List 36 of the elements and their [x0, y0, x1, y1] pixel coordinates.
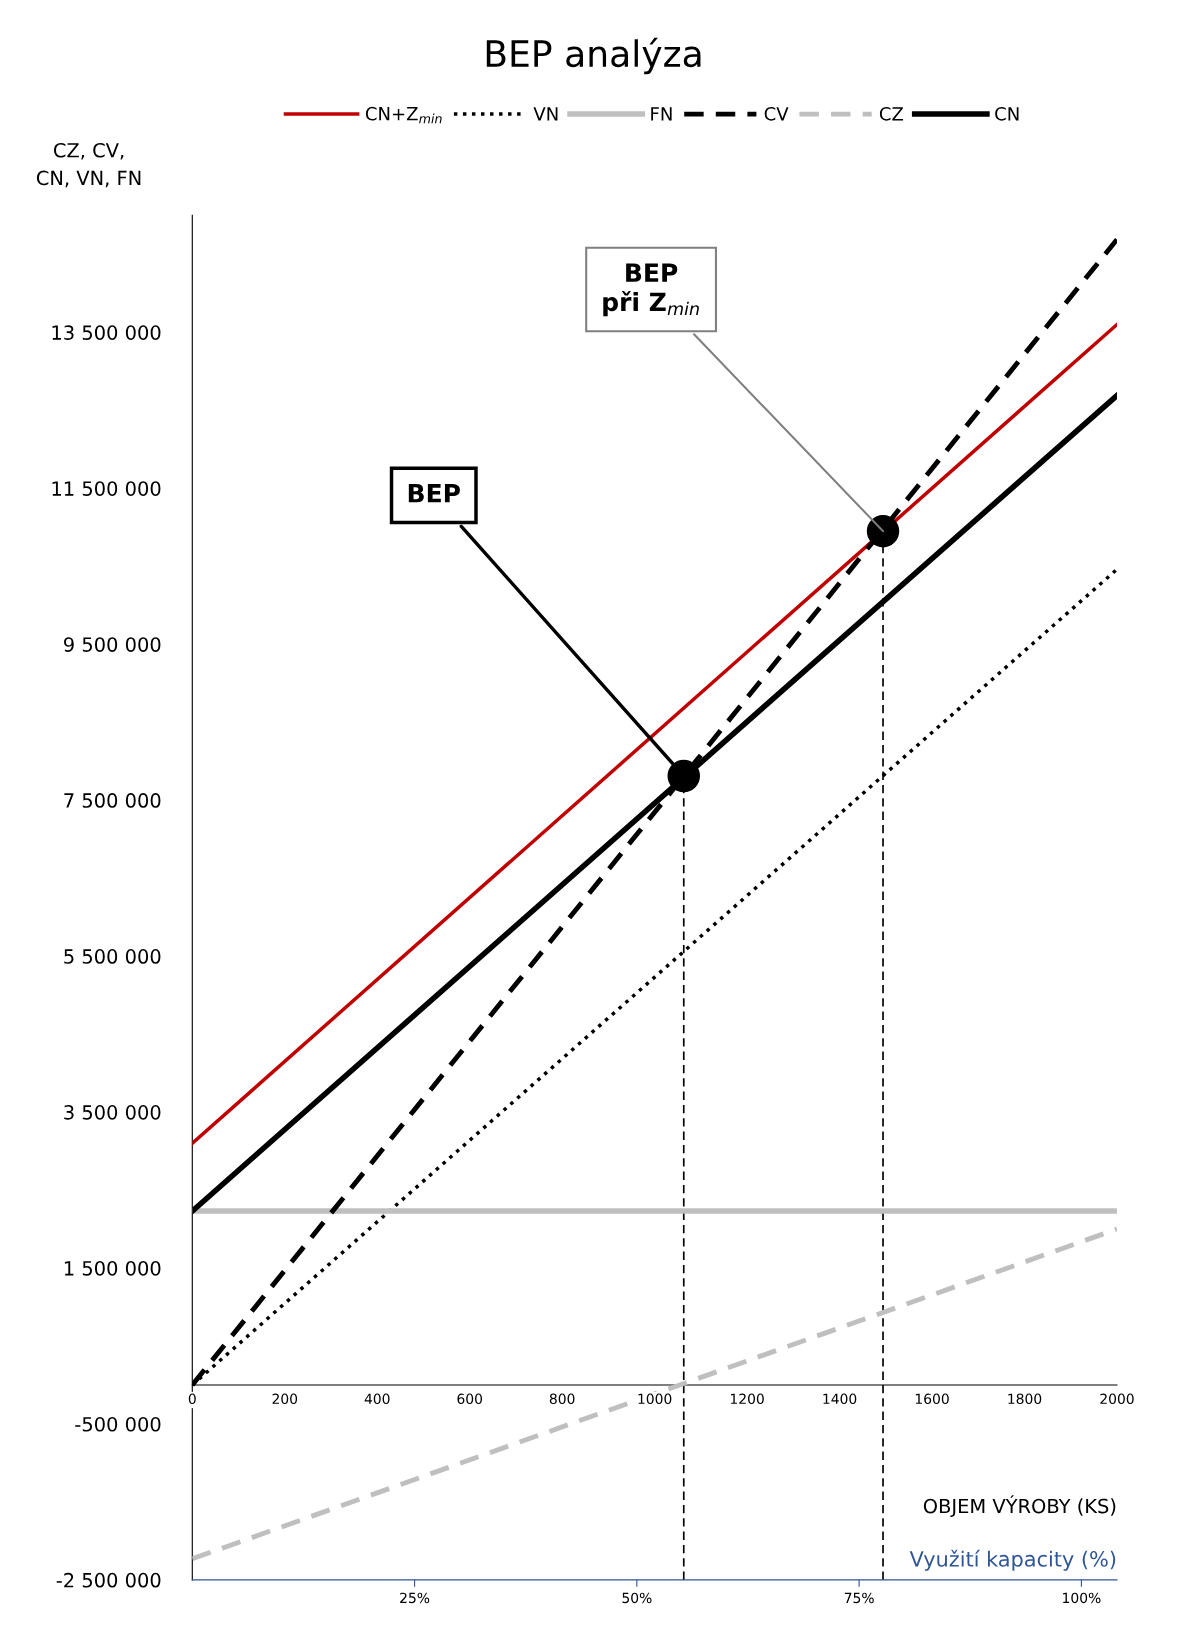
x-tick-label: 400: [364, 1393, 390, 1405]
annotation: BEP: [408, 484, 460, 503]
legend-label: CV: [764, 106, 789, 121]
y-tick-label: 3 500 000: [64, 1105, 161, 1120]
y-tick-label: 1 500 000: [64, 1260, 161, 1276]
x-tick-label: 600: [457, 1393, 483, 1405]
x-tick-label: 800: [549, 1393, 575, 1405]
x-tick-label: 0: [188, 1393, 196, 1405]
x-axis-title: OBJEM VÝROBY (KS): [923, 1495, 1116, 1518]
legend-label: VN: [533, 107, 558, 121]
y-tick-label: 7 500 000: [64, 793, 161, 808]
x-tick-label: 1800: [1008, 1393, 1042, 1405]
annotation: BEP při Z$_{min}$: [603, 263, 699, 317]
x-tick-label: 1200: [730, 1393, 764, 1405]
x2-tick-label: 50%: [622, 1592, 652, 1604]
y-tick-label: 9 500 000: [64, 637, 161, 652]
legend-label: FN: [651, 107, 672, 121]
y-tick-label: -2 500 000: [56, 1572, 161, 1588]
x-tick-label: 1400: [823, 1393, 857, 1405]
x-tick-label: 2000: [1100, 1393, 1134, 1405]
y-axis-title: CZ, CV, CN, VN, FN: [36, 142, 141, 188]
y-tick-label: 13 500 000: [52, 325, 161, 340]
x2-axis-title: Využití kapacity (%): [909, 1549, 1116, 1571]
chart-title: BEP analýza: [486, 37, 701, 75]
y-tick-label: 11 500 000: [52, 481, 161, 496]
x2-tick-label: 75%: [844, 1592, 874, 1604]
legend-label: CN: [995, 106, 1019, 121]
x-tick-label: 1600: [915, 1393, 949, 1405]
legend-label: CN+Z$_{min}$: [365, 106, 442, 124]
y-tick-label: 5 500 000: [64, 949, 161, 964]
x2-tick-label: 25%: [400, 1592, 430, 1604]
x2-tick-label: 100%: [1063, 1592, 1101, 1604]
legend-label: CZ: [879, 106, 904, 121]
x-tick-label: 1000: [638, 1393, 672, 1405]
x-tick-label: 200: [272, 1393, 298, 1405]
y-tick-label: -500 000: [75, 1416, 161, 1432]
